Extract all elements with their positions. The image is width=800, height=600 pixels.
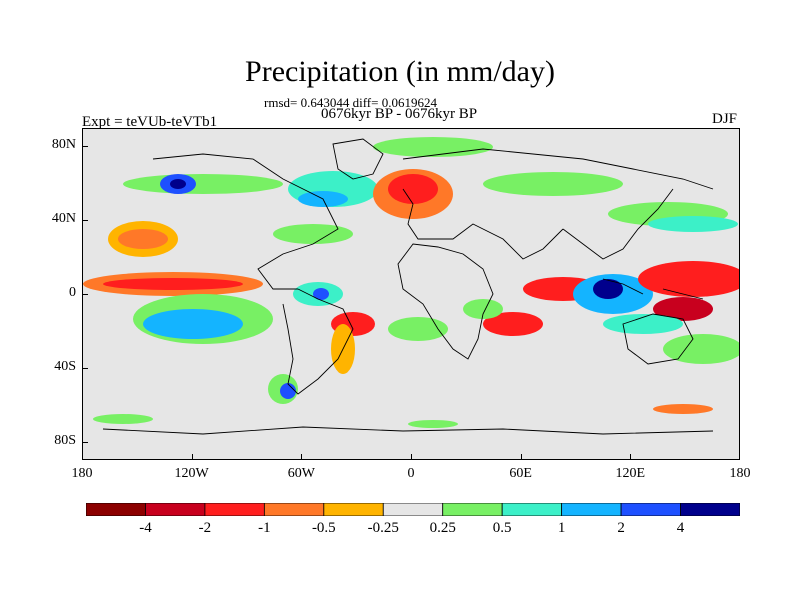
lon-tick-label: 120W <box>174 466 209 481</box>
colorbar-swatch <box>501 503 563 516</box>
colorbar-tick-label: 0.5 <box>492 520 512 536</box>
lon-tick <box>739 454 740 460</box>
lat-tick <box>82 441 88 443</box>
experiment-label: Expt = teVUb-teVTb1 <box>82 114 218 130</box>
plot-title: Precipitation (in mm/day) <box>245 55 555 88</box>
lat-tick-label: 0 <box>69 285 76 300</box>
lat-tick-label: 80S <box>54 432 76 448</box>
lat-tick <box>82 294 88 295</box>
colorbar-swatch <box>561 503 622 516</box>
lon-tick-label: 60W <box>287 466 315 481</box>
colorbar-tick-label: -2 <box>198 520 212 536</box>
lon-tick <box>630 454 632 460</box>
colorbar-tick-label: -4 <box>139 520 152 536</box>
stats-subtitle: rmsd= 0.643044 diff= 0.0619624 <box>264 95 437 110</box>
colorbar-tick-label: -0.25 <box>367 520 399 536</box>
colorbar-swatch <box>145 503 206 516</box>
colorbar-tick-label: -0.5 <box>311 520 336 536</box>
colorbar-swatch <box>86 503 146 516</box>
colorbar-swatch <box>442 503 503 516</box>
coastlines <box>102 138 714 435</box>
lat-tick <box>82 367 88 369</box>
colorbar-swatch <box>263 503 325 516</box>
lat-tick <box>82 220 88 222</box>
lon-tick <box>191 454 193 460</box>
lat-tick <box>82 146 88 148</box>
lat-tick-label: 80N <box>51 137 76 153</box>
season-label: DJF <box>712 111 738 127</box>
colorbar <box>86 503 740 516</box>
colorbar-tick-label: -1 <box>258 520 271 536</box>
lat-tick-label: 40S <box>54 358 76 374</box>
colorbar-tick-label: 1 <box>557 520 566 536</box>
lon-tick-label: 180 <box>729 466 751 481</box>
period-subtitle: 0676kyr BP - 0676kyr BP <box>321 106 478 122</box>
lon-tick <box>301 454 303 460</box>
colorbar-swatch <box>680 503 740 516</box>
colorbar-swatch <box>382 503 444 516</box>
anomaly-field <box>83 137 739 428</box>
lon-tick <box>82 454 83 460</box>
lon-tick <box>411 454 412 460</box>
lon-tick <box>520 454 522 460</box>
lon-tick-label: 60E <box>509 466 532 481</box>
lon-tick-label: 120E <box>615 466 646 481</box>
colorbar-swatch <box>204 503 265 516</box>
colorbar-tick-label: 0.25 <box>429 520 456 536</box>
lon-tick-label: 0 <box>407 466 415 481</box>
colorbar-tick-label: 2 <box>617 520 625 536</box>
lat-tick-label: 40N <box>51 211 76 227</box>
colorbar-swatch <box>620 503 681 516</box>
colorbar-tick-label: 4 <box>676 520 685 536</box>
map-panel <box>82 128 740 460</box>
precip-anomaly-map <box>83 137 739 435</box>
colorbar-swatch <box>323 503 384 516</box>
lon-tick-label: 180 <box>71 466 93 481</box>
